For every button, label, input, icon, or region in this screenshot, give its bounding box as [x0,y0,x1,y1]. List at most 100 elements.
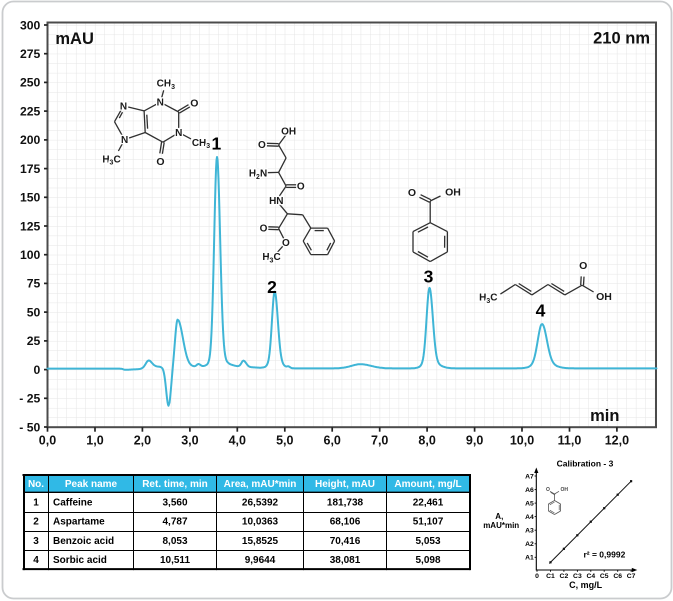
svg-text:N: N [175,128,182,139]
svg-text:N: N [121,135,128,146]
svg-text:Height, mAU: Height, mAU [315,479,375,490]
svg-text:3,0: 3,0 [181,434,198,448]
svg-text:O: O [156,156,164,168]
svg-text:O: O [260,224,268,235]
svg-text:- 25: - 25 [19,392,40,406]
svg-text:5,0: 5,0 [276,434,293,448]
svg-text:300: 300 [20,18,41,32]
svg-text:Amount, mg/L: Amount, mg/L [394,479,461,490]
svg-text:210 nm: 210 nm [593,30,650,48]
svg-text:Benzoic acid: Benzoic acid [53,536,114,547]
svg-text:Ret. time, min: Ret. time, min [142,479,208,490]
svg-text:A2: A2 [525,541,534,548]
svg-text:1,0: 1,0 [86,434,103,448]
svg-text:0: 0 [535,573,539,580]
svg-text:A1: A1 [525,555,534,562]
svg-text:225: 225 [20,104,41,118]
svg-text:12,0: 12,0 [605,434,629,448]
svg-text:4: 4 [33,555,39,566]
svg-text:0: 0 [34,363,41,377]
svg-text:Area, mAU*min: Area, mAU*min [224,479,297,490]
svg-text:2: 2 [267,277,277,297]
svg-text:HN: HN [269,196,283,207]
svg-text:A3: A3 [525,528,534,535]
svg-text:5,053: 5,053 [415,536,440,547]
svg-text:Caffeine: Caffeine [53,498,93,509]
svg-text:OH: OH [281,127,296,138]
svg-text:22,461: 22,461 [413,498,444,509]
svg-text:0,0: 0,0 [39,434,56,448]
svg-text:175: 175 [20,162,41,176]
svg-text:9,0: 9,0 [466,434,483,448]
svg-text:A7: A7 [525,473,534,480]
svg-text:C5: C5 [600,573,609,580]
svg-text:2: 2 [33,517,39,528]
svg-text:N: N [120,101,127,112]
svg-text:C2: C2 [560,573,569,580]
svg-text:6,0: 6,0 [324,434,341,448]
svg-text:min: min [590,407,619,425]
svg-text:OH: OH [596,291,612,303]
svg-text:10,0363: 10,0363 [242,517,279,528]
svg-text:51,107: 51,107 [413,517,444,528]
svg-text:C3: C3 [573,573,582,580]
svg-text:mAU*min: mAU*min [483,521,519,530]
svg-text:No.: No. [28,479,44,490]
svg-text:68,106: 68,106 [330,517,361,528]
svg-text:N: N [157,98,164,109]
svg-text:181,738: 181,738 [327,498,364,509]
svg-text:H3C: H3C [102,154,120,166]
svg-text:A6: A6 [525,487,534,494]
svg-text:2,0: 2,0 [134,434,151,448]
svg-text:70,416: 70,416 [330,536,361,547]
svg-text:H3C: H3C [479,293,497,305]
svg-text:O: O [190,98,198,110]
svg-text:Aspartame: Aspartame [53,517,105,528]
svg-text:200: 200 [20,133,41,147]
svg-text:Sorbic acid: Sorbic acid [53,555,107,566]
svg-text:25: 25 [27,334,41,348]
svg-text:3,560: 3,560 [162,498,187,509]
svg-text:4,0: 4,0 [229,434,246,448]
svg-text:r² = 0,9992: r² = 0,9992 [583,550,625,560]
svg-text:C, mg/L: C, mg/L [569,580,603,590]
svg-text:125: 125 [20,219,41,233]
svg-text:11,0: 11,0 [558,434,582,448]
svg-text:O: O [282,238,290,249]
svg-text:OH: OH [561,487,569,493]
svg-text:A5: A5 [525,500,534,507]
svg-text:9,9644: 9,9644 [245,555,276,566]
svg-text:mAU: mAU [55,30,94,48]
svg-text:4: 4 [536,301,546,321]
svg-text:4,787: 4,787 [162,517,187,528]
svg-text:C4: C4 [586,573,595,580]
svg-text:150: 150 [20,191,41,205]
svg-text:3: 3 [33,536,39,547]
svg-text:100: 100 [20,248,41,262]
svg-text:O: O [297,182,305,193]
svg-text:OH: OH [445,186,461,198]
svg-text:10,0: 10,0 [510,434,534,448]
svg-text:Peak name: Peak name [65,479,118,490]
svg-text:C7: C7 [627,573,636,580]
svg-text:A4: A4 [525,514,534,521]
svg-text:H2N: H2N [249,168,267,180]
svg-text:75: 75 [27,277,41,291]
svg-text:50: 50 [27,305,41,319]
svg-text:O: O [408,187,416,199]
svg-text:26,5392: 26,5392 [242,498,279,509]
svg-text:10,511: 10,511 [160,555,190,566]
svg-text:A,: A, [495,512,503,521]
svg-text:15,8525: 15,8525 [242,536,279,547]
svg-text:C1: C1 [546,573,555,580]
svg-text:8,053: 8,053 [162,536,187,547]
svg-text:O: O [546,487,550,493]
svg-text:- 50: - 50 [19,420,40,434]
svg-text:O: O [258,140,266,151]
svg-text:C6: C6 [613,573,622,580]
svg-text:8,0: 8,0 [418,434,435,448]
svg-text:3: 3 [424,267,434,287]
svg-text:O: O [579,260,587,272]
svg-text:250: 250 [20,76,41,90]
svg-text:275: 275 [20,47,41,61]
